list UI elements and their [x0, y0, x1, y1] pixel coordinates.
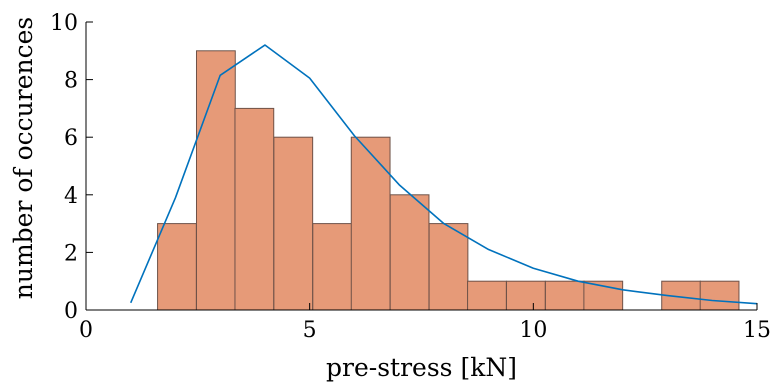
axes: [85, 21, 758, 311]
y-tick-label: 8: [64, 69, 78, 94]
y-tick-label: 0: [64, 299, 78, 324]
y-tick-label: 10: [50, 11, 78, 36]
histogram-bar: [505, 280, 546, 311]
y-tick-label: 4: [64, 184, 78, 209]
histogram-bar: [195, 50, 236, 311]
tick-labels: 0 5 10 15 0 2 4 6 8 10: [50, 11, 771, 343]
x-tick-label: 15: [743, 318, 771, 343]
histogram-bar: [157, 223, 197, 311]
x-tick-label: 10: [519, 318, 547, 343]
histogram-bar: [273, 136, 314, 311]
histogram-bar: [428, 223, 469, 311]
histogram-bars: [157, 50, 740, 311]
y-tick-label: 2: [64, 241, 78, 266]
histogram-bar: [234, 107, 275, 311]
x-axis-title: pre-stress [kN]: [326, 353, 517, 382]
x-tick-label: 5: [303, 318, 317, 343]
histogram-bar: [544, 280, 585, 311]
y-tick-label: 6: [64, 126, 78, 151]
histogram-bar: [699, 280, 740, 311]
y-axis-title: number of occurences: [9, 17, 38, 299]
histogram-bar: [467, 280, 507, 311]
fit-curve-layer: [129, 44, 758, 305]
fit-curve-line: [129, 44, 758, 305]
histogram-bar: [389, 194, 430, 311]
histogram-bar: [312, 223, 353, 311]
x-tick-label: 0: [79, 318, 93, 343]
histogram-bar: [350, 136, 391, 311]
